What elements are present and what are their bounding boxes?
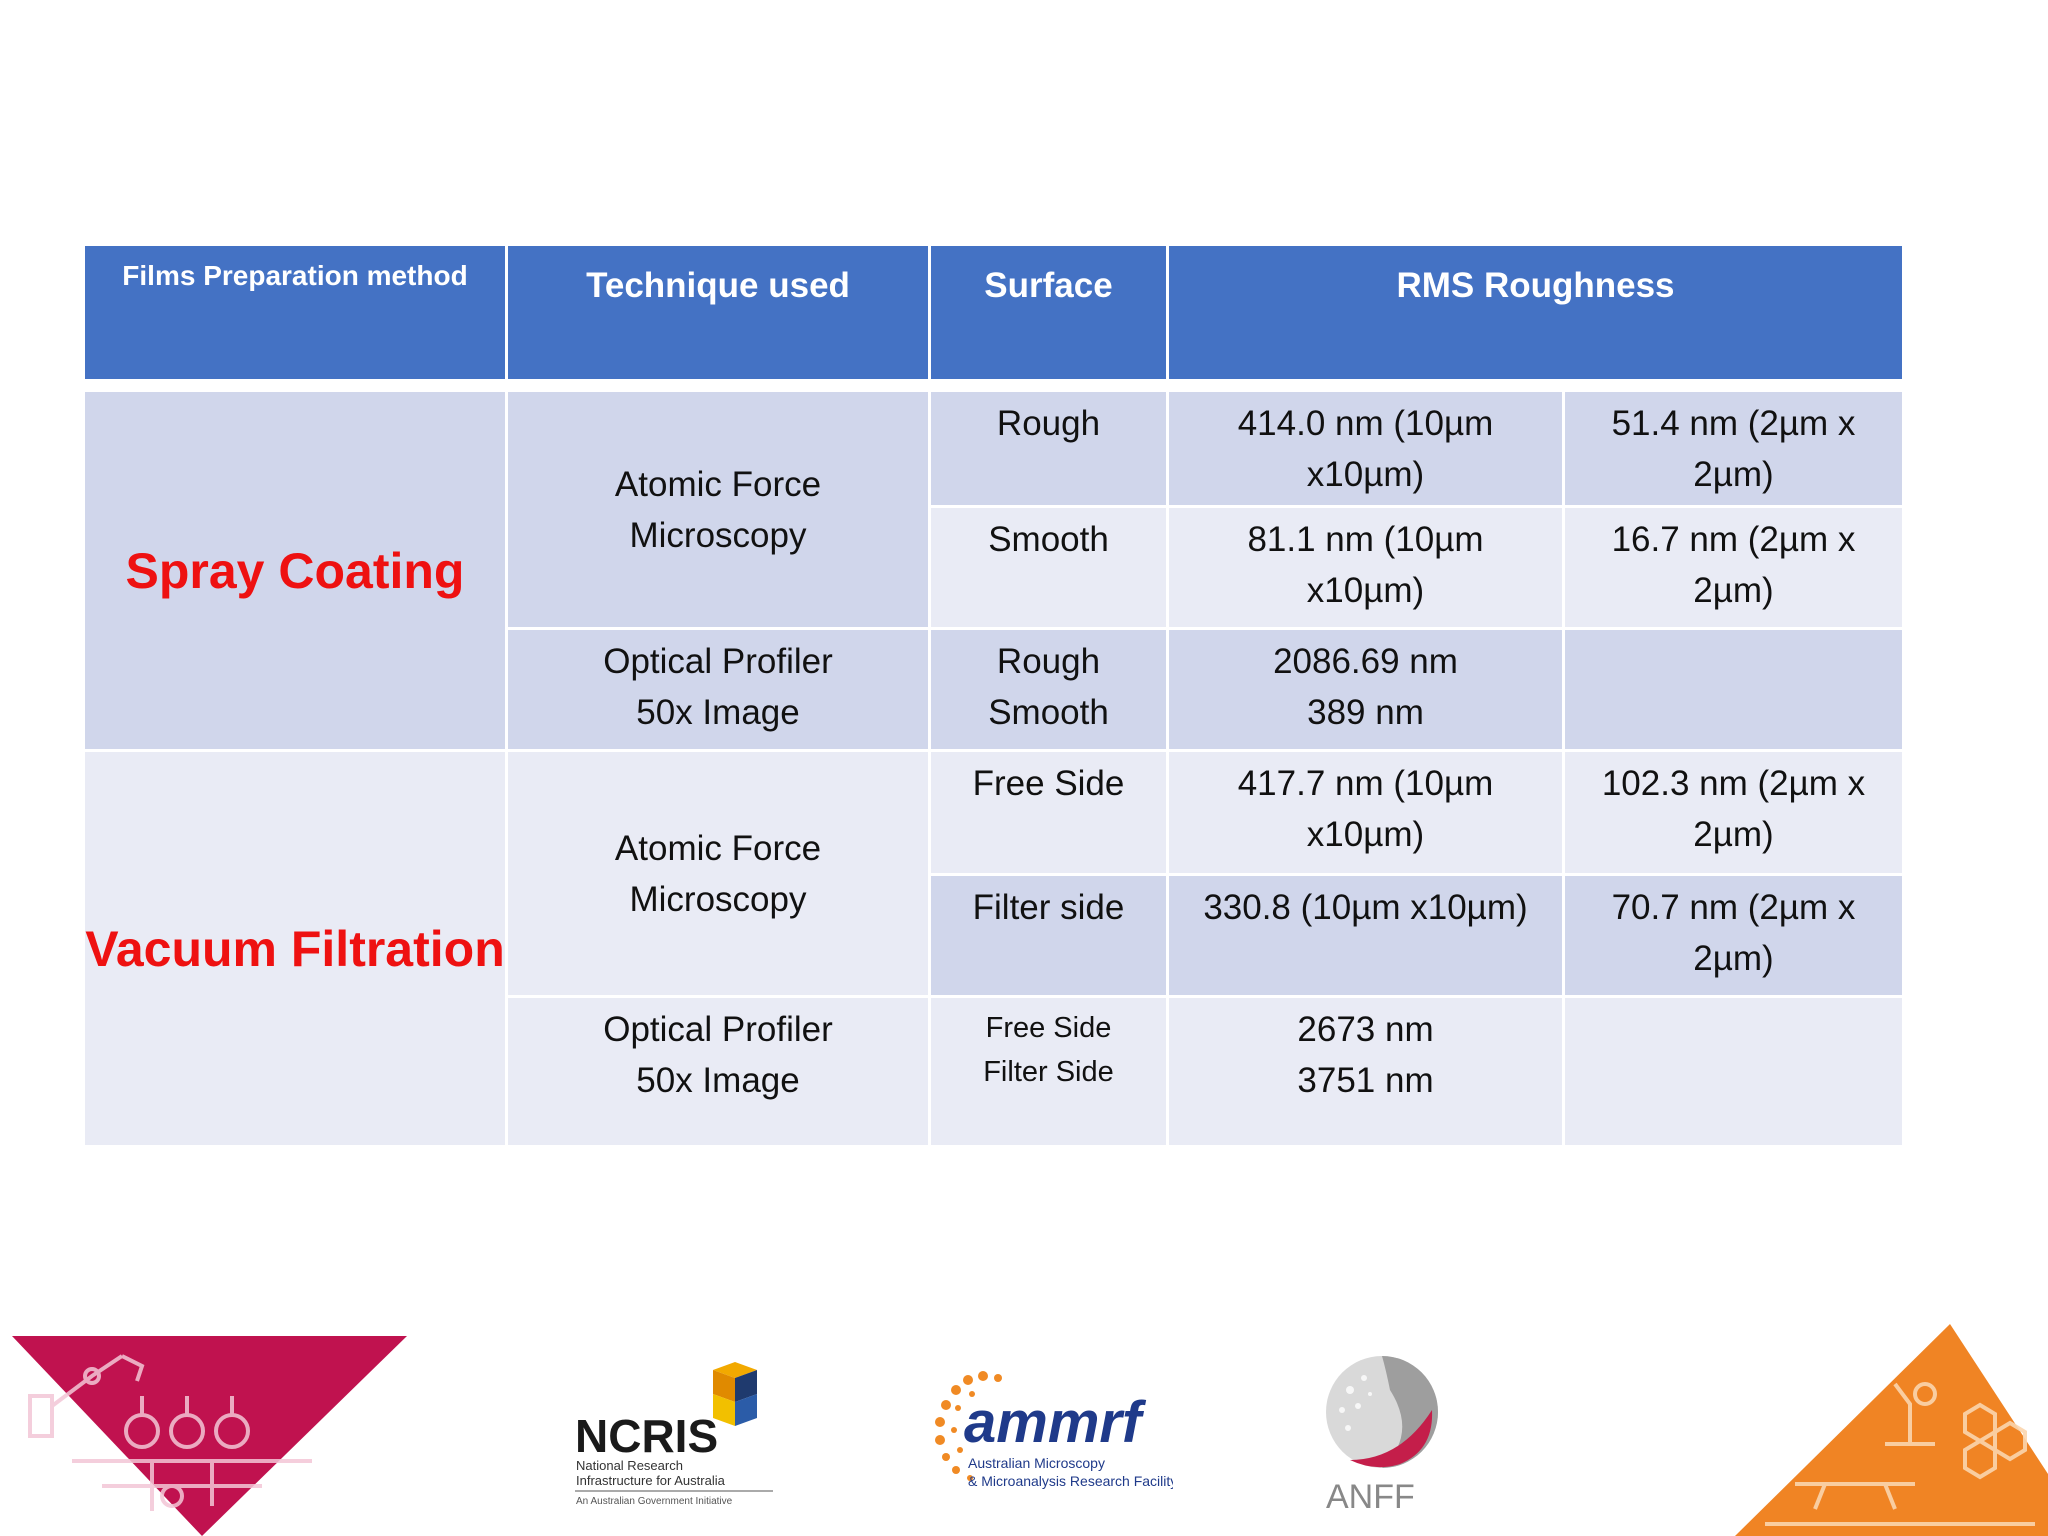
method-vacuum-filtration: Vacuum Filtration xyxy=(85,752,505,1145)
value-free-10um: 417.7 nm (10µm x10µm) xyxy=(1169,752,1562,873)
value-optical-spray: 2086.69 nm 389 nm xyxy=(1169,630,1562,749)
technique-optical-spray: Optical Profiler 50x Image xyxy=(508,630,928,749)
surface-smooth: Smooth xyxy=(931,508,1166,627)
surface-rough-smooth: Rough Smooth xyxy=(931,630,1166,749)
header-surface: Surface xyxy=(931,246,1166,379)
value-smooth-2um: 16.7 nm (2µm x 2µm) xyxy=(1565,508,1902,627)
value-free-2um: 102.3 nm (2µm x 2µm) xyxy=(1565,752,1902,873)
header-method: Films Preparation method xyxy=(85,246,505,379)
technique-optical-vacuum: Optical Profiler 50x Image xyxy=(508,998,928,1145)
technique-afm-vacuum: Atomic Force Microscopy xyxy=(508,752,928,995)
ncris-logo: NCRIS National Research Infrastructure f… xyxy=(575,1362,775,1512)
ammrf-sub1: Australian Microscopy xyxy=(968,1455,1105,1471)
value-filter-2um: 70.7 nm (2µm x 2µm) xyxy=(1565,876,1902,995)
ammrf-logo: ammrf Australian Microscopy & Microanaly… xyxy=(928,1370,1173,1500)
value-filter-10um: 330.8 (10µm x10µm) xyxy=(1169,876,1562,995)
orange-corner-graphic xyxy=(1735,1324,2048,1536)
roughness-table: Films Preparation method Technique used … xyxy=(85,246,1902,1145)
qut-corner-graphic xyxy=(12,1336,407,1536)
anff-logo: ANFF xyxy=(1320,1350,1450,1515)
ammrf-wordmark: ammrf xyxy=(964,1390,1147,1455)
header-technique: Technique used xyxy=(508,246,928,379)
footer-logos: NCRIS National Research Infrastructure f… xyxy=(0,1320,2048,1536)
ncris-sub1: National Research xyxy=(576,1458,683,1473)
ncris-sub3: An Australian Government Initiative xyxy=(576,1496,733,1507)
value-optical-vacuum: 2673 nm 3751 nm xyxy=(1169,998,1562,1145)
surface-free-filter: Free Side Filter Side xyxy=(931,998,1166,1145)
technique-afm-spray: Atomic Force Microscopy xyxy=(508,392,928,627)
surface-free-side: Free Side xyxy=(931,752,1166,873)
ncris-wordmark: NCRIS xyxy=(575,1410,718,1462)
ncris-sub2: Infrastructure for Australia xyxy=(576,1473,726,1488)
header-divider xyxy=(85,382,1902,389)
value-rough-10um: 414.0 nm (10µm x10µm) xyxy=(1169,392,1562,505)
header-rms: RMS Roughness xyxy=(1169,246,1902,379)
method-spray-coating: Spray Coating xyxy=(85,392,505,749)
value-smooth-10um: 81.1 nm (10µm x10µm) xyxy=(1169,508,1562,627)
value-optical-vacuum-empty xyxy=(1565,998,1902,1145)
ammrf-sub2: & Microanalysis Research Facility xyxy=(968,1473,1173,1489)
surface-filter-side: Filter side xyxy=(931,876,1166,995)
surface-rough: Rough xyxy=(931,392,1166,505)
value-optical-spray-empty xyxy=(1565,630,1902,749)
anff-wordmark: ANFF xyxy=(1326,1478,1415,1515)
value-rough-2um: 51.4 nm (2µm x 2µm) xyxy=(1565,392,1902,505)
